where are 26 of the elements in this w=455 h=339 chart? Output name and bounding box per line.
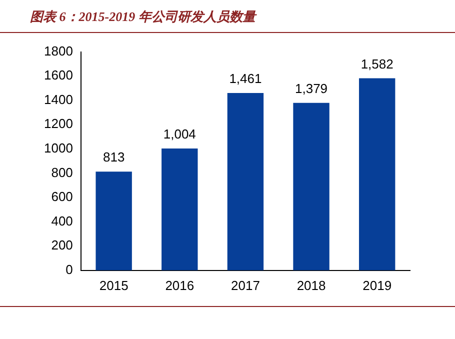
data-label: 813	[102, 150, 125, 165]
y-tick-label: 400	[51, 213, 73, 228]
bar	[358, 78, 396, 270]
bar	[96, 172, 132, 270]
x-tick-label: 2017	[231, 278, 260, 293]
x-tick-label: 2018	[296, 278, 326, 293]
bar	[293, 102, 330, 270]
y-tick-label: 800	[51, 164, 73, 180]
x-tick-label: 2019	[362, 278, 392, 293]
y-tick-label: 600	[51, 189, 73, 204]
y-tick-label: 1200	[44, 116, 73, 132]
bar	[227, 92, 264, 270]
x-tick-label: 2015	[99, 278, 128, 293]
y-tick-label: 200	[51, 238, 73, 253]
data-label: 1,582	[360, 56, 394, 72]
bar	[162, 148, 198, 270]
y-tick-label: 1000	[44, 140, 73, 156]
data-label: 1,004	[163, 126, 196, 142]
data-label: 1,461	[229, 71, 262, 86]
y-tick-label: 1400	[44, 92, 73, 107]
y-tick-label: 0	[66, 262, 73, 277]
x-tick-label: 2016	[165, 278, 194, 293]
y-tick-label: 1800	[44, 43, 73, 58]
chart-title: 图表 6：2015-2019 年公司研发人员数量	[30, 8, 256, 26]
y-tick-label: 1600	[44, 68, 73, 83]
data-label: 1,379	[295, 81, 328, 96]
